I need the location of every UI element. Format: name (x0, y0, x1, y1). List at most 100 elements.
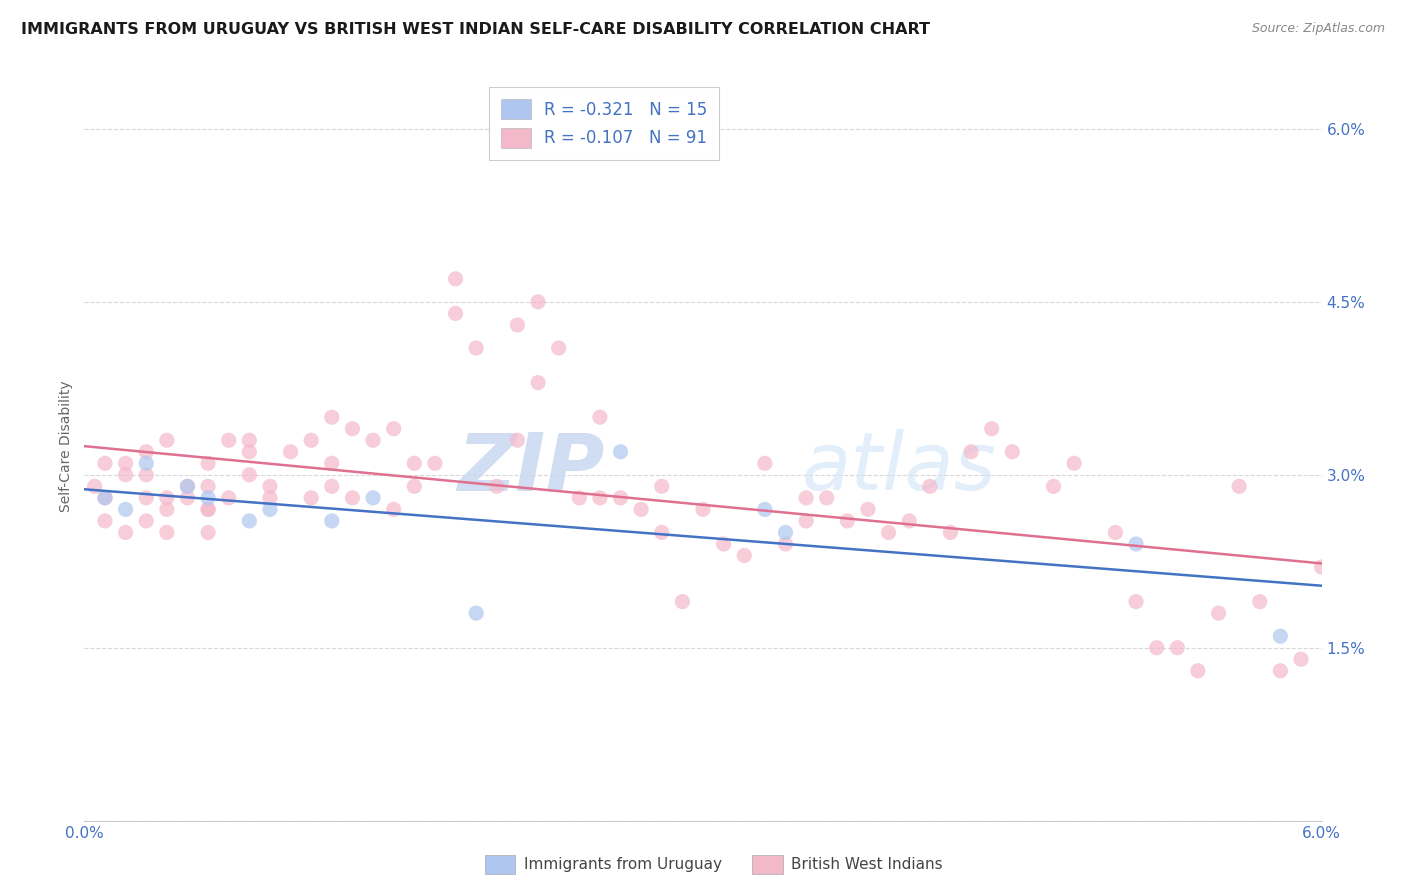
Point (609, 444, 631, 458)
Point (444, 272, 467, 286)
Point (197, 502, 219, 516)
Point (238, 467, 260, 482)
Point (465, 606, 488, 620)
Legend: R = -0.321   N = 15, R = -0.107   N = 91: R = -0.321 N = 15, R = -0.107 N = 91 (489, 87, 718, 160)
Point (1289, 652, 1312, 666)
Point (135, 514, 157, 528)
Point (361, 434, 384, 448)
Point (114, 502, 136, 516)
Y-axis label: Self-Care Disability: Self-Care Disability (59, 380, 73, 512)
Point (176, 479, 198, 493)
Point (321, 410, 343, 425)
Point (1208, 606, 1230, 620)
Point (259, 502, 281, 516)
Point (713, 537, 735, 551)
Point (754, 502, 776, 516)
Point (856, 502, 879, 516)
Point (135, 444, 157, 458)
Point (980, 422, 1002, 436)
Text: IMMIGRANTS FROM URUGUAY VS BRITISH WEST INDIAN SELF-CARE DISABILITY CORRELATION : IMMIGRANTS FROM URUGUAY VS BRITISH WEST … (21, 22, 931, 37)
Point (94, 456, 117, 470)
Point (589, 410, 612, 425)
Point (342, 491, 364, 505)
Point (197, 502, 219, 516)
Point (197, 525, 219, 540)
Point (1001, 444, 1024, 458)
Point (1310, 560, 1333, 574)
Point (361, 491, 384, 505)
Point (506, 434, 529, 448)
Text: ZIP: ZIP (457, 429, 605, 508)
Point (877, 525, 900, 540)
Point (444, 306, 467, 320)
Point (156, 525, 179, 540)
Point (238, 434, 260, 448)
Point (609, 491, 631, 505)
Point (1331, 629, 1354, 643)
Point (775, 525, 797, 540)
Point (197, 491, 219, 505)
Point (176, 479, 198, 493)
Point (960, 444, 983, 458)
Point (1125, 594, 1147, 608)
Point (1227, 479, 1250, 493)
Point (1063, 456, 1085, 470)
Point (754, 456, 776, 470)
Point (733, 549, 755, 563)
Point (197, 479, 219, 493)
Point (404, 456, 426, 470)
Point (259, 491, 281, 505)
Point (589, 491, 612, 505)
Point (94, 491, 117, 505)
Point (94, 514, 117, 528)
Point (135, 467, 157, 482)
Point (1270, 629, 1292, 643)
Point (321, 456, 343, 470)
Point (382, 502, 405, 516)
Point (238, 514, 260, 528)
Point (1104, 525, 1126, 540)
Text: Source: ZipAtlas.com: Source: ZipAtlas.com (1251, 22, 1385, 36)
Point (404, 479, 426, 493)
Point (692, 502, 714, 516)
Point (299, 434, 322, 448)
Point (135, 491, 157, 505)
Point (1125, 537, 1147, 551)
Point (794, 514, 817, 528)
Text: Immigrants from Uruguay: Immigrants from Uruguay (524, 857, 721, 871)
Point (342, 422, 364, 436)
Point (485, 479, 508, 493)
Point (1146, 640, 1168, 655)
Point (135, 456, 157, 470)
Text: British West Indians: British West Indians (792, 857, 942, 871)
Point (1249, 594, 1271, 608)
Point (1042, 479, 1064, 493)
Point (156, 491, 179, 505)
Point (939, 525, 962, 540)
Point (156, 502, 179, 516)
Point (321, 479, 343, 493)
Point (280, 444, 302, 458)
Point (568, 491, 591, 505)
Point (630, 502, 652, 516)
Point (794, 491, 817, 505)
Point (382, 422, 405, 436)
Point (259, 479, 281, 493)
Point (506, 318, 529, 332)
Point (218, 491, 240, 505)
Point (156, 434, 179, 448)
Point (651, 525, 673, 540)
Point (114, 456, 136, 470)
Point (898, 514, 921, 528)
Point (1166, 640, 1188, 655)
Point (918, 479, 941, 493)
Point (651, 479, 673, 493)
Point (1270, 664, 1292, 678)
Point (527, 376, 550, 390)
Point (815, 491, 838, 505)
Point (321, 514, 343, 528)
Point (837, 514, 859, 528)
Point (1187, 664, 1209, 678)
Point (527, 294, 550, 309)
Text: atlas: atlas (801, 429, 997, 508)
